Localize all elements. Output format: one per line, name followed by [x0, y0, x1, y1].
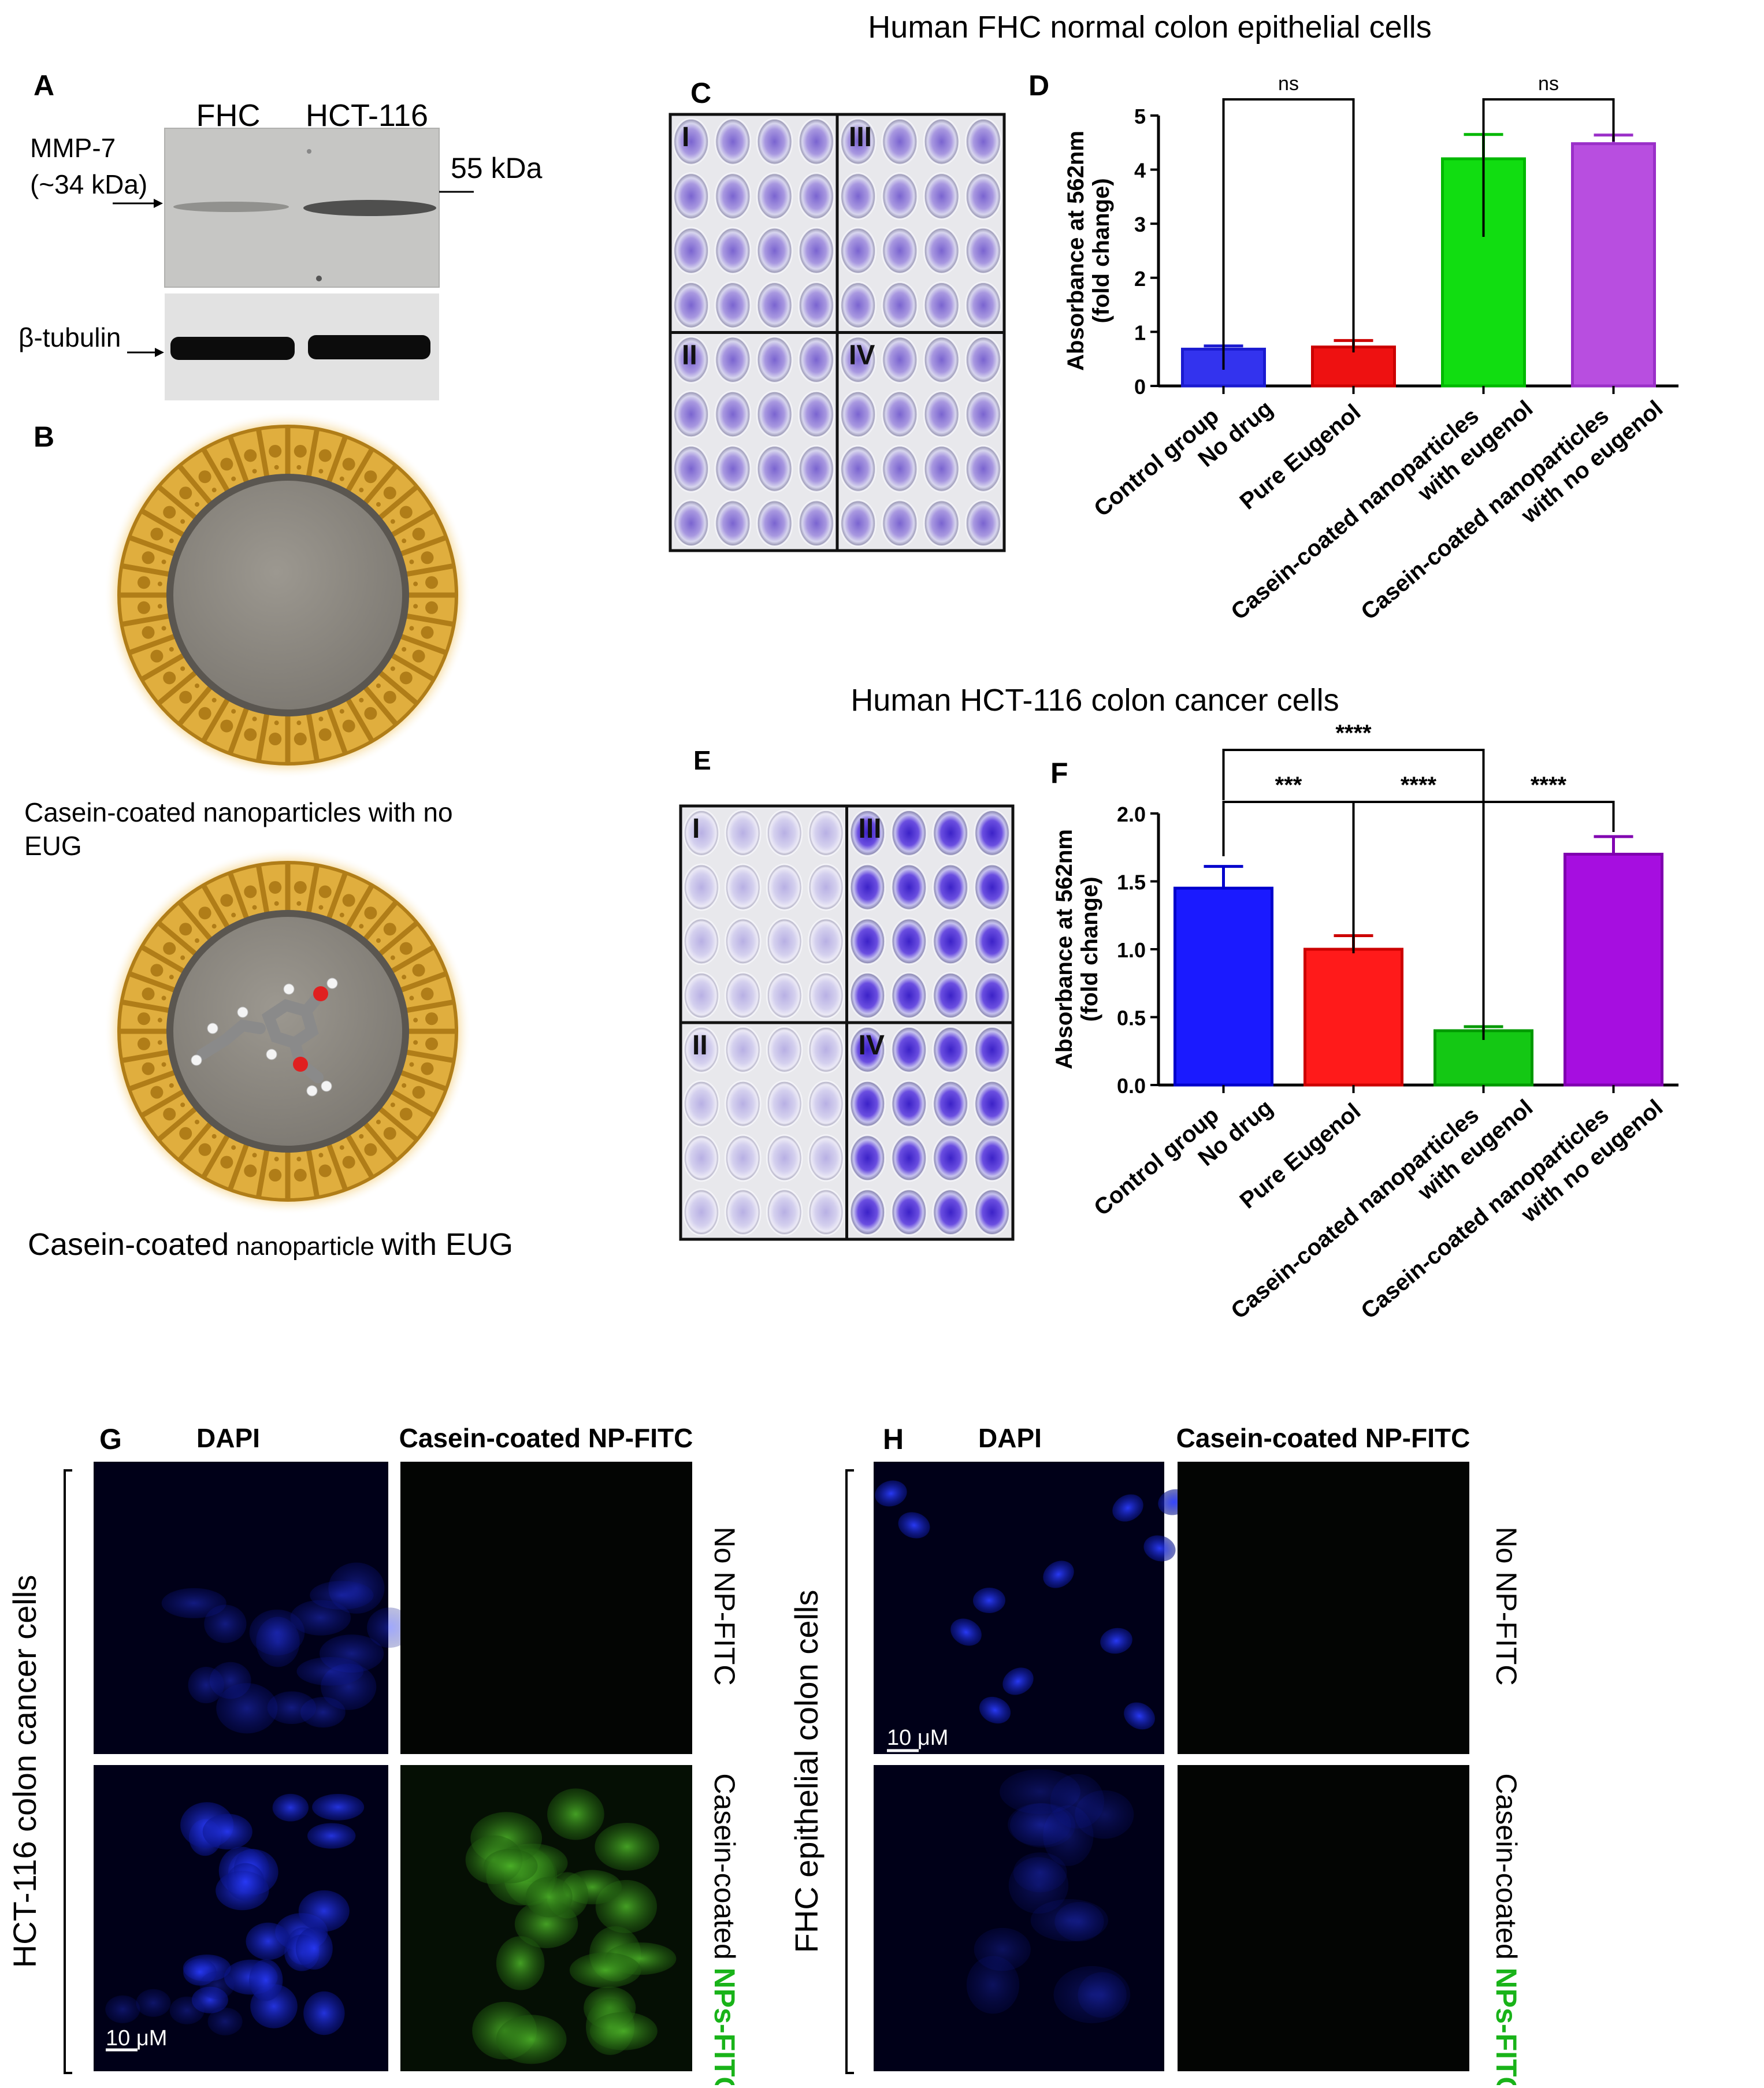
h-row-yes: Casein-coated NPs-FITC: [1490, 1773, 1522, 2085]
h-row-no: No NP-FITC: [1490, 1527, 1522, 1686]
chart-hct-absorbance: 0.0 0.5 1.0 1.5 2.0 Absorbance at 562nm(fold …: [1052, 720, 1678, 1324]
y-tick-label: 1: [1134, 321, 1146, 344]
blot-arrow-mmp7: [113, 199, 163, 208]
plate-quadrant-label: II: [682, 340, 697, 371]
micrograph-black: [400, 1462, 692, 1754]
y-tick-label: 2: [1134, 267, 1146, 291]
svg-text:10 μM: 10 μM: [106, 2026, 167, 2050]
y-tick-label: 1.0: [1117, 938, 1146, 962]
svg-text:10 μM: 10 μM: [887, 1726, 948, 1750]
g-bracket: [64, 1469, 72, 2074]
panel-label-e: E: [693, 745, 711, 775]
plate-quadrant-label: IV: [859, 1030, 885, 1061]
y-tick-label: 2.0: [1117, 802, 1146, 826]
significance-label: ns: [1278, 73, 1299, 95]
bar: [1564, 853, 1663, 1087]
significance-bracket: [1482, 801, 1615, 1020]
g-col-fitc: Casein-coated NP-FITC: [399, 1423, 693, 1453]
plate-quadrant-label: III: [849, 122, 872, 153]
np-with-eug-caption: Casein-coated nanoparticle with EUG: [28, 1227, 513, 1262]
nanoparticle-no-eug-image: [104, 411, 471, 779]
panel-label-a: A: [34, 69, 54, 102]
np-no-eug-caption-2: EUG: [24, 831, 82, 861]
eugenol-molecule-image: [191, 978, 338, 1097]
significance-bracket: [1222, 98, 1355, 370]
h-col-dapi: DAPI: [978, 1423, 1042, 1453]
y-tick-label: 0.5: [1117, 1006, 1146, 1030]
x-category-label: Control groupNo drug: [1089, 373, 1277, 544]
blot-loading-control: β-tubulin: [18, 322, 121, 352]
blot-arrow-tubulin: [127, 348, 164, 357]
g-scale-bar: 10 μM: [106, 2026, 167, 2052]
micrograph-blue-cluster: [94, 1765, 388, 2071]
chart-fhc-absorbance: 0 1 2 3 4 5 Absorbance at 562nm(fold change)Co…: [1063, 73, 1678, 625]
y-tick-label: 0.0: [1117, 1074, 1146, 1098]
hct-title: Human HCT-116 colon cancer cells: [851, 683, 1339, 718]
bar: [1311, 345, 1396, 388]
y-axis-label: Absorbance at 562nm(fold change): [1052, 829, 1102, 1069]
micrograph-black: [1178, 1462, 1469, 1754]
np-no-eug-caption-1: Casein-coated nanoparticles with no: [24, 797, 453, 827]
significance-bracket: [1482, 98, 1615, 237]
y-tick-label: 0: [1134, 375, 1146, 399]
blot-lane-fhc: FHC: [196, 98, 261, 133]
blot-mmp7-band-image: [164, 128, 440, 288]
bar: [1571, 142, 1656, 388]
panel-label-h: H: [883, 1423, 904, 1455]
blot-lane-hct: HCT-116: [306, 98, 428, 133]
plate-quadrant-label: I: [692, 813, 700, 844]
panel-label-b: B: [34, 421, 54, 453]
micrograph-black: [1178, 1765, 1469, 2071]
h-scale-bar: 10 μM: [887, 1726, 948, 1752]
y-axis-label: Absorbance at 562nm(fold change): [1063, 131, 1114, 371]
blot-protein-size: (~34 kDa): [30, 169, 147, 199]
significance-label: ****: [1335, 720, 1372, 746]
panel-label-c: C: [690, 77, 711, 109]
micrograph-blue-sparse: [874, 1462, 1190, 1754]
plate-quadrant-label: I: [682, 122, 689, 153]
y-tick-label: 3: [1134, 213, 1146, 236]
x-category-label: Control groupNo drug: [1089, 1072, 1277, 1243]
y-tick-label: 4: [1134, 159, 1146, 183]
y-tick-label: 5: [1134, 105, 1146, 128]
g-side-label: HCT-116 colon cancer cells: [6, 1575, 43, 1968]
micrograph-blue-faint: [874, 1765, 1164, 2071]
panel-label-d: D: [1028, 69, 1049, 102]
g-row-yes: Casein-coated NPs-FITC: [708, 1773, 741, 2085]
microscopy-grid: [94, 1462, 1469, 2071]
fhc-title: Human FHC normal colon epithelial cells: [868, 10, 1431, 44]
nanoparticle-with-eug-image: [104, 848, 471, 1215]
significance-label: ****: [1401, 772, 1437, 798]
blot-tubulin-band-image: [165, 293, 439, 400]
micrograph-blue-dim: [94, 1462, 412, 1754]
plate-quadrant-label: IV: [849, 340, 875, 371]
h-side-label: FHC epithelial colon cells: [788, 1590, 825, 1953]
significance-label: ***: [1275, 772, 1302, 798]
plate-quadrant-label: II: [692, 1030, 708, 1061]
blot-protein-name: MMP-7: [30, 133, 116, 163]
panel-label-g: G: [99, 1423, 122, 1455]
bar: [1173, 886, 1273, 1087]
g-row-no: No NP-FITC: [708, 1527, 741, 1686]
significance-label: ns: [1538, 73, 1559, 95]
h-col-fitc: Casein-coated NP-FITC: [1176, 1423, 1470, 1453]
micrograph-green: [400, 1765, 692, 2071]
plate-quadrant-label: III: [859, 813, 882, 844]
panel-label-f: F: [1050, 757, 1068, 789]
y-tick-label: 1.5: [1117, 871, 1146, 894]
significance-label: ****: [1531, 772, 1567, 798]
g-col-dapi: DAPI: [196, 1423, 260, 1453]
bar: [1303, 948, 1403, 1087]
h-bracket: [845, 1469, 854, 2074]
blot-marker-label: 55 kDa: [451, 152, 543, 184]
